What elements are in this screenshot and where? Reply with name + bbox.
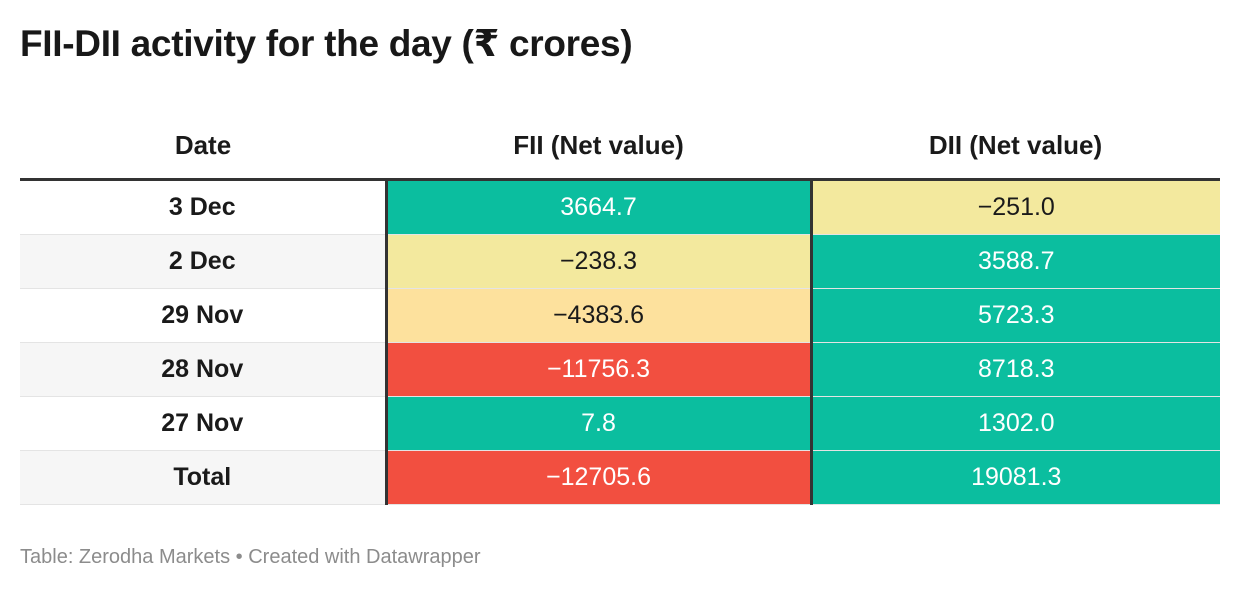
table-row: 2 Dec −238.3 3588.7 <box>20 234 1220 289</box>
dii-total-cell: 19081.3 <box>809 450 1220 505</box>
table-row: 29 Nov −4383.6 5723.3 <box>20 288 1220 343</box>
table-row: 27 Nov 7.8 1302.0 <box>20 396 1220 451</box>
dii-value-cell: 5723.3 <box>809 288 1220 343</box>
fii-value-cell: −4383.6 <box>384 288 811 343</box>
row-date-cell: 29 Nov <box>20 288 386 343</box>
total-row: Total −12705.6 19081.3 <box>20 450 1220 505</box>
row-date-cell: 28 Nov <box>20 342 386 397</box>
dii-value-cell: 3588.7 <box>809 234 1220 289</box>
fii-total-cell: −12705.6 <box>384 450 811 505</box>
fii-value-cell: −11756.3 <box>384 342 811 397</box>
total-label-cell: Total <box>20 450 386 505</box>
column-header-fii: FII (Net value) <box>386 112 811 181</box>
row-date-cell: 2 Dec <box>20 234 386 289</box>
row-date-cell: 3 Dec <box>20 179 386 235</box>
fii-value-cell: −238.3 <box>384 234 811 289</box>
dii-value-cell: 1302.0 <box>809 396 1220 451</box>
column-header-date: Date <box>20 112 386 181</box>
dii-value-cell: 8718.3 <box>809 342 1220 397</box>
fii-value-cell: 7.8 <box>384 396 811 451</box>
source-note: Table: Zerodha Markets • Created with Da… <box>20 546 481 568</box>
column-header-dii: DII (Net value) <box>811 112 1220 181</box>
dii-value-cell: −251.0 <box>809 179 1220 235</box>
row-date-cell: 27 Nov <box>20 396 386 451</box>
page-title: FII-DII activity for the day (₹ crores) <box>20 23 633 64</box>
table-header-row: Date FII (Net value) DII (Net value) <box>20 112 1220 181</box>
fii-value-cell: 3664.7 <box>384 179 811 235</box>
table-row: 3 Dec 3664.7 −251.0 <box>20 179 1220 235</box>
table-row: 28 Nov −11756.3 8718.3 <box>20 342 1220 397</box>
fii-dii-table: Date FII (Net value) DII (Net value) 3 D… <box>20 112 1220 505</box>
